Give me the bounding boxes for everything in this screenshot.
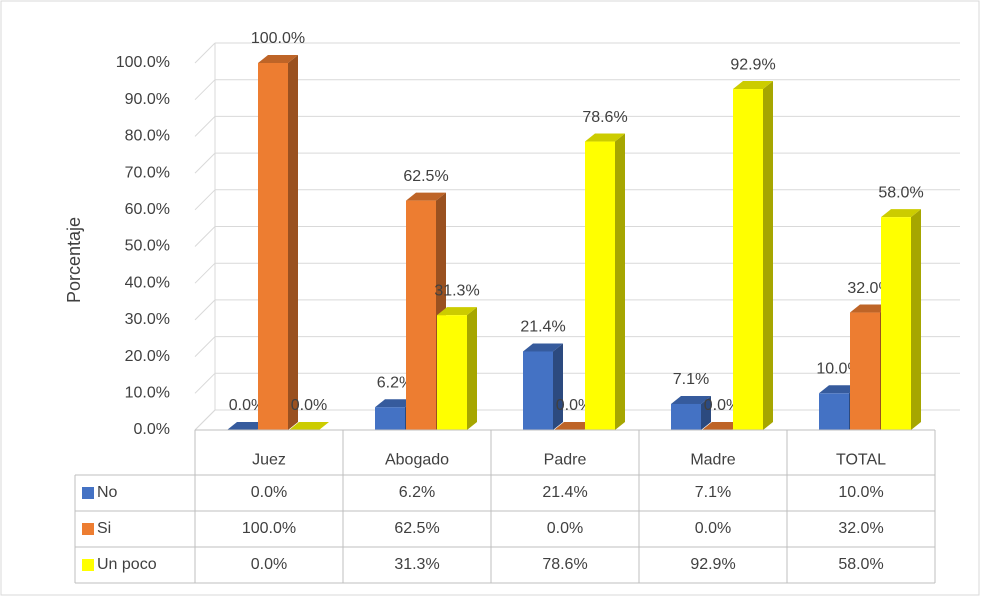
data-label: 7.1% [673, 371, 709, 388]
bar-top [702, 422, 742, 430]
bar [585, 141, 615, 430]
data-label: 78.6% [582, 109, 627, 126]
x-tick-label: Abogado [385, 452, 449, 469]
grid-line [194, 262, 216, 284]
bar-top [258, 55, 298, 63]
bar [437, 315, 467, 430]
table-cell: 31.3% [394, 556, 439, 573]
grid-line [194, 409, 216, 431]
x-tick-label: Madre [690, 452, 735, 469]
table-cell: 62.5% [394, 520, 439, 537]
y-tick-label: 50.0% [125, 238, 170, 255]
data-label: 6.2% [377, 374, 413, 391]
bar-top [227, 422, 267, 430]
bar-top [437, 307, 477, 316]
data-label: 0.0% [556, 397, 592, 414]
y-tick-label: 80.0% [125, 128, 170, 145]
bar [375, 407, 405, 430]
table-cell: 21.4% [542, 484, 587, 501]
table-cell: 58.0% [838, 556, 883, 573]
table-cell: 0.0% [547, 520, 583, 537]
data-label: 31.3% [434, 282, 479, 299]
bar-top [671, 395, 711, 404]
bar-top [819, 385, 859, 394]
data-label: 92.9% [730, 56, 775, 73]
table-cell: 0.0% [695, 520, 731, 537]
x-tick-label: Padre [544, 452, 587, 469]
bar [671, 403, 701, 430]
bar-side [763, 81, 773, 430]
y-tick-label: 60.0% [125, 201, 170, 218]
chart-border [0, 0, 980, 596]
x-tick-label: TOTAL [836, 452, 886, 469]
grid-line [194, 372, 216, 394]
y-tick-label: 90.0% [125, 91, 170, 108]
bar-top [881, 209, 921, 218]
data-label: 0.0% [704, 397, 740, 414]
bar [406, 200, 436, 430]
x-tick-label: Juez [252, 452, 286, 469]
grid-line [194, 336, 216, 357]
bar-side [615, 133, 625, 430]
table-cell: 92.9% [690, 556, 735, 573]
bar-side [701, 395, 711, 430]
bar [881, 217, 911, 430]
legend-label: Un poco [97, 556, 157, 573]
table-cell: 0.0% [251, 556, 287, 573]
bar-side [553, 343, 563, 430]
y-tick-label: 0.0% [134, 421, 170, 438]
y-tick-label: 100.0% [116, 54, 170, 71]
y-axis-label: Porcentaje [64, 217, 84, 303]
table-cell: 78.6% [542, 556, 587, 573]
data-label: 58.0% [878, 184, 923, 201]
table-cell: 6.2% [399, 484, 435, 501]
grid-line [194, 226, 216, 247]
legend-key [82, 523, 94, 535]
y-tick-label: 10.0% [125, 385, 170, 402]
bar [733, 89, 763, 430]
grid-line [194, 79, 216, 101]
bar [523, 351, 553, 430]
bar-side [467, 307, 477, 430]
legend-key [82, 559, 94, 571]
data-label: 0.0% [291, 397, 327, 414]
bar-side [911, 209, 921, 430]
data-label: 21.4% [520, 319, 565, 336]
y-tick-label: 30.0% [125, 311, 170, 328]
grid-line [194, 152, 216, 174]
bar-top [289, 422, 329, 430]
bar-top [850, 304, 890, 313]
grid-line [194, 189, 216, 211]
table-cell: 10.0% [838, 484, 883, 501]
bar-top [523, 343, 563, 352]
bar-top [585, 133, 625, 142]
table-cell: 32.0% [838, 520, 883, 537]
bar [819, 393, 849, 430]
bar-top [406, 192, 446, 201]
legend-label: Si [97, 520, 111, 537]
grid-line [194, 42, 216, 64]
grid-line [194, 299, 216, 321]
bar-top [733, 81, 773, 90]
y-tick-label: 70.0% [125, 164, 170, 181]
bar [850, 312, 880, 430]
bar-top [375, 399, 415, 408]
grid-line [194, 116, 216, 137]
data-label: 100.0% [251, 30, 305, 47]
data-label: 0.0% [229, 397, 265, 414]
table-cell: 0.0% [251, 484, 287, 501]
legend-key [82, 487, 94, 499]
legend-label: No [97, 484, 118, 501]
bar [258, 63, 288, 430]
y-tick-label: 20.0% [125, 348, 170, 365]
data-label: 62.5% [403, 168, 448, 185]
table-cell: 7.1% [695, 484, 731, 501]
table-cell: 100.0% [242, 520, 296, 537]
bar-top [554, 422, 594, 430]
bar-side [288, 55, 298, 430]
y-tick-label: 40.0% [125, 274, 170, 291]
